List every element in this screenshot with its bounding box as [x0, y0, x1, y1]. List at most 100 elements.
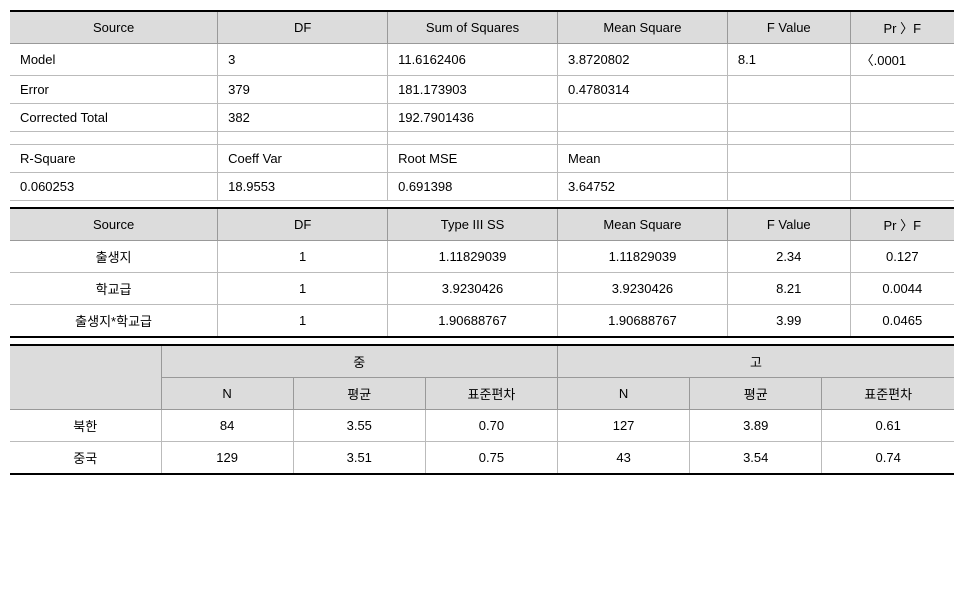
table-cell [557, 132, 727, 145]
table-row: 0.06025318.95530.6913983.64752 [10, 173, 954, 201]
table-cell: 0.4780314 [557, 76, 727, 104]
t3-subheader-cell: 표준편차 [822, 378, 954, 410]
t1-header-cell: F Value [727, 11, 850, 44]
table-row: 출생지*학교급11.906887671.906887673.990.0465 [10, 305, 954, 338]
table-cell [850, 145, 954, 173]
group2-header: 고 [558, 345, 955, 378]
table-cell: 2.34 [727, 241, 850, 273]
t2-header-cell: Mean Square [557, 208, 727, 241]
table-cell: 181.173903 [388, 76, 558, 104]
table-cell: 3.55 [293, 410, 425, 442]
table-cell: 0.127 [850, 241, 954, 273]
table-cell [218, 132, 388, 145]
table-cell: 3.99 [727, 305, 850, 338]
table-cell: 3.8720802 [557, 44, 727, 76]
t2-header-cell: Type III SS [388, 208, 558, 241]
table-cell [727, 145, 850, 173]
t1-header-cell: Pr 〉F [850, 11, 954, 44]
table-cell: 18.9553 [218, 173, 388, 201]
t1-header-cell: DF [218, 11, 388, 44]
table-cell: 3.9230426 [388, 273, 558, 305]
descriptives-table: 중 고 N평균표준편차N평균표준편차 북한843.550.701273.890.… [10, 344, 954, 475]
t1-header-cell: Mean Square [557, 11, 727, 44]
table-cell [557, 104, 727, 132]
table-cell: 출생지 [10, 241, 218, 273]
table-row: 중국1293.510.75433.540.74 [10, 442, 954, 475]
t2-header-cell: F Value [727, 208, 850, 241]
table-cell: 1.11829039 [388, 241, 558, 273]
table-row: R-SquareCoeff VarRoot MSEMean [10, 145, 954, 173]
table-cell [727, 76, 850, 104]
table-row: Corrected Total382192.7901436 [10, 104, 954, 132]
table-cell [727, 173, 850, 201]
table-cell: 1 [218, 273, 388, 305]
t1-header-cell: Source [10, 11, 218, 44]
t3-subheader-cell: N [161, 378, 293, 410]
table-cell: 1 [218, 241, 388, 273]
table-cell: Coeff Var [218, 145, 388, 173]
table-cell: 3.51 [293, 442, 425, 475]
table-cell: 84 [161, 410, 293, 442]
row-label: 중국 [10, 442, 161, 475]
table-cell: 0.691398 [388, 173, 558, 201]
table-cell: 출생지*학교급 [10, 305, 218, 338]
table-cell: 1.11829039 [557, 241, 727, 273]
t3-subheader-cell: 표준편차 [425, 378, 557, 410]
t3-subheader-cell: N [558, 378, 690, 410]
table-cell: Model [10, 44, 218, 76]
table-row: 북한843.550.701273.890.61 [10, 410, 954, 442]
table-cell: 3.54 [690, 442, 822, 475]
group1-header: 중 [161, 345, 557, 378]
table-cell [850, 132, 954, 145]
table-cell: 0.75 [425, 442, 557, 475]
table-cell [727, 104, 850, 132]
table-cell: 127 [558, 410, 690, 442]
table-cell: 3 [218, 44, 388, 76]
t3-subheader-cell: 평균 [690, 378, 822, 410]
t2-header-cell: DF [218, 208, 388, 241]
table-cell: 0.060253 [10, 173, 218, 201]
anova-summary-table: SourceDFSum of SquaresMean SquareF Value… [10, 10, 954, 201]
table-cell: 3.64752 [557, 173, 727, 201]
table-cell: 3.89 [690, 410, 822, 442]
table-cell: 〈.0001 [850, 44, 954, 76]
group-header-row: 중 고 [10, 345, 954, 378]
table-cell: 1.90688767 [557, 305, 727, 338]
table-row [10, 132, 954, 145]
table-cell: 8.1 [727, 44, 850, 76]
table-cell [850, 76, 954, 104]
t2-header-cell: Pr 〉F [850, 208, 954, 241]
table-cell [388, 132, 558, 145]
row-label: 북한 [10, 410, 161, 442]
table-cell: 0.70 [425, 410, 557, 442]
table-cell [850, 104, 954, 132]
table-cell: 0.74 [822, 442, 954, 475]
table-cell: 379 [218, 76, 388, 104]
table-cell: 학교급 [10, 273, 218, 305]
table-cell: 43 [558, 442, 690, 475]
t1-header-cell: Sum of Squares [388, 11, 558, 44]
anova-header-row: SourceDFSum of SquaresMean SquareF Value… [10, 11, 954, 44]
table-cell: Corrected Total [10, 104, 218, 132]
table-cell: 8.21 [727, 273, 850, 305]
table-cell: 0.0465 [850, 305, 954, 338]
type3-header-row: SourceDFType III SSMean SquareF ValuePr … [10, 208, 954, 241]
table-row: 출생지11.118290391.118290392.340.127 [10, 241, 954, 273]
corner-cell [10, 345, 161, 410]
table-cell: 0.0044 [850, 273, 954, 305]
table-cell: 129 [161, 442, 293, 475]
t2-header-cell: Source [10, 208, 218, 241]
table-cell: R-Square [10, 145, 218, 173]
table-cell: 1 [218, 305, 388, 338]
table-cell: Mean [557, 145, 727, 173]
table-cell: Root MSE [388, 145, 558, 173]
table-row: Error379181.1739030.4780314 [10, 76, 954, 104]
table-cell: 382 [218, 104, 388, 132]
table-cell [10, 132, 218, 145]
type3-ss-table: SourceDFType III SSMean SquareF ValuePr … [10, 207, 954, 338]
table-cell [850, 173, 954, 201]
table-cell [727, 132, 850, 145]
table-cell: 11.6162406 [388, 44, 558, 76]
table-cell: Error [10, 76, 218, 104]
table-cell: 192.7901436 [388, 104, 558, 132]
